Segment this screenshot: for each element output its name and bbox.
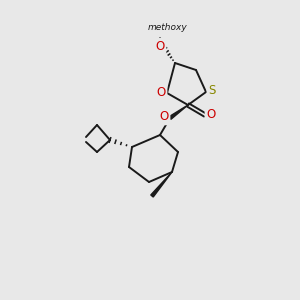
Polygon shape xyxy=(169,105,188,119)
Text: S: S xyxy=(208,85,216,98)
Text: O: O xyxy=(206,109,216,122)
Text: O: O xyxy=(156,85,166,98)
Text: O: O xyxy=(159,110,169,124)
Text: methoxy: methoxy xyxy=(148,23,188,32)
Text: O: O xyxy=(155,40,165,52)
Polygon shape xyxy=(151,172,172,197)
